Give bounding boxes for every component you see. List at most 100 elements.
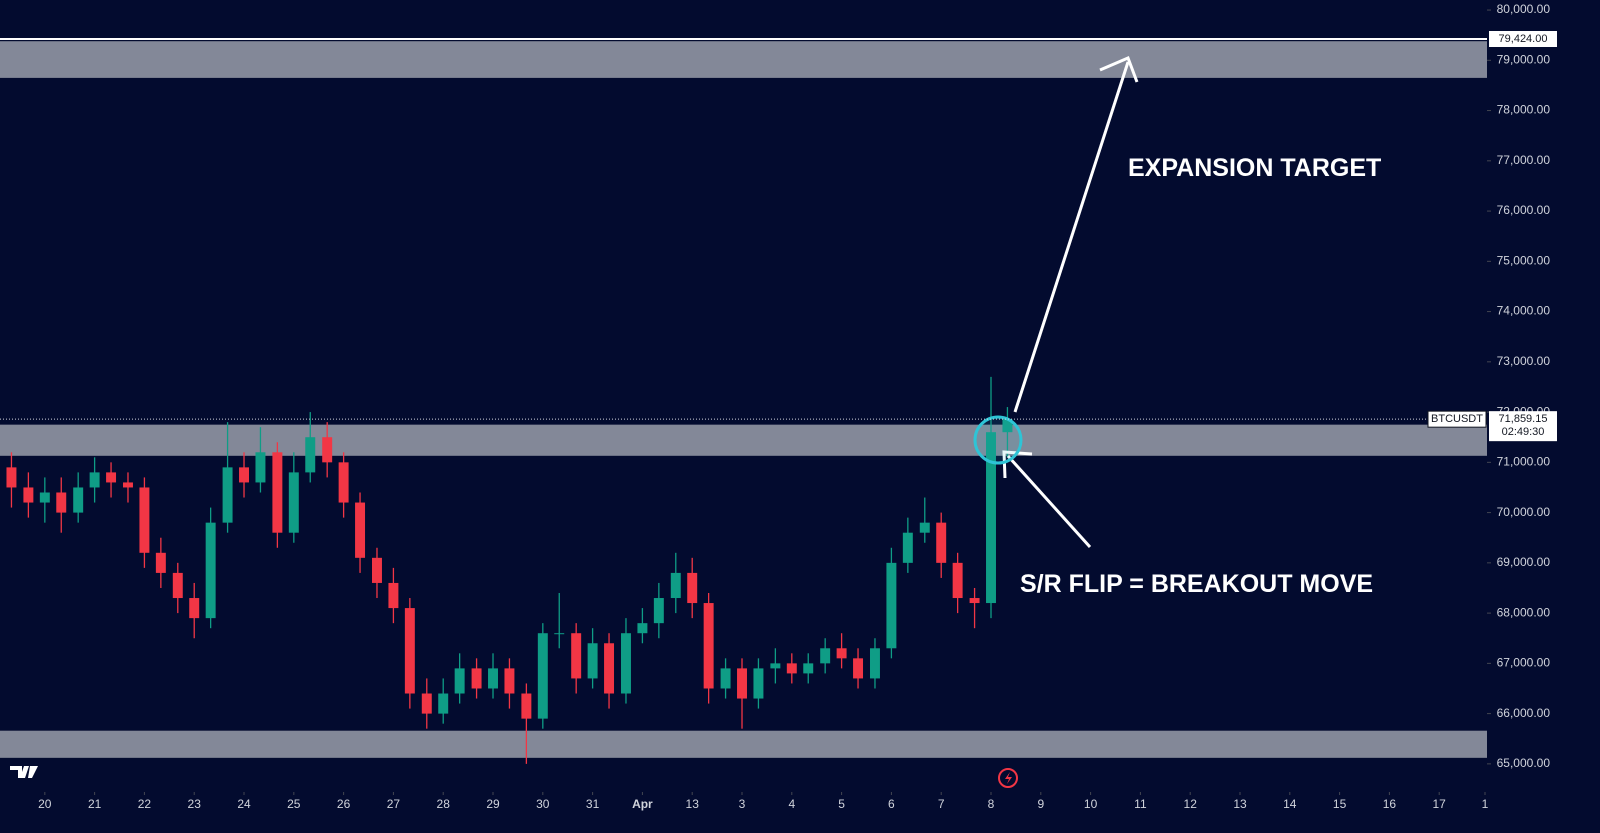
candle-body <box>637 623 648 634</box>
candle-body <box>902 532 913 563</box>
event-icon-bolt <box>1005 772 1012 784</box>
overlay: EXPANSION TARGET S/R FLIP = BREAKOUT MOV… <box>10 56 1534 811</box>
candle-body <box>720 668 731 689</box>
x-tick-label: Apr <box>632 797 653 811</box>
candle-body <box>737 668 747 699</box>
candle-body <box>1002 419 1013 433</box>
x-tick-label: 4 <box>788 797 795 811</box>
candle-body <box>239 467 249 483</box>
y-tick-label: 78,000.00 <box>1497 103 1551 117</box>
candle-body <box>438 693 449 714</box>
candle-body <box>56 492 67 513</box>
candle-body <box>786 663 797 674</box>
x-tick-label: 29 <box>486 797 500 811</box>
candle-body <box>388 582 399 609</box>
y-tick-label: 67,000.00 <box>1497 656 1551 670</box>
x-tick-label: 17 <box>1433 797 1447 811</box>
arrow-head <box>1099 56 1139 83</box>
candle-body <box>255 452 266 483</box>
candle-body <box>620 633 631 694</box>
candle-body <box>803 663 814 674</box>
candle-body <box>587 643 598 679</box>
x-tick-label: 11 <box>1134 797 1147 811</box>
x-tick-label: 27 <box>387 797 401 811</box>
x-tick-label: 15 <box>1333 797 1347 811</box>
arrow-head <box>1002 450 1033 479</box>
highlight-circle <box>973 415 1023 465</box>
candle-body <box>454 668 465 694</box>
y-tick-label: 73,000.00 <box>1497 354 1551 368</box>
x-tick-label: 6 <box>888 797 895 811</box>
candle-body <box>6 467 17 488</box>
candle-body <box>288 472 299 533</box>
x-tick-label: 20 <box>38 797 52 811</box>
price-label-box <box>1489 30 1557 47</box>
y-tick-label: 75,000.00 <box>1497 253 1551 267</box>
x-tick-label: 13 <box>686 797 700 811</box>
last-price-box <box>1489 411 1557 442</box>
price-label: 79,424.00 <box>1499 33 1548 45</box>
y-tick-label: 77,000.00 <box>1497 153 1551 167</box>
y-tick-label: 70,000.00 <box>1497 505 1551 519</box>
candle-body <box>39 492 50 503</box>
candle-body <box>123 482 133 488</box>
x-tick-label: 7 <box>938 797 945 811</box>
x-tick-label: 16 <box>1383 797 1397 811</box>
x-tick-label: 31 <box>586 797 600 811</box>
y-tick-label: 80,000.00 <box>1497 2 1551 16</box>
candle-body <box>338 462 349 503</box>
y-tick-label: 79,000.00 <box>1497 52 1551 66</box>
x-tick-label: 21 <box>88 797 102 811</box>
candle-body <box>521 693 532 719</box>
x-tick-label: 25 <box>287 797 301 811</box>
x-tick-label: 12 <box>1184 797 1198 811</box>
candle-body <box>155 552 166 573</box>
candle-body <box>488 668 498 689</box>
x-tick-label: 9 <box>1037 797 1044 811</box>
last-price-label: 71,859.15 <box>1499 413 1548 425</box>
candle-body <box>272 452 283 533</box>
zones <box>0 41 1487 758</box>
candle-body <box>504 668 515 694</box>
x-tick-label: 8 <box>988 797 995 811</box>
candle-body <box>770 663 781 669</box>
y-tick-label: 71,000.00 <box>1497 455 1551 469</box>
candle-body <box>23 487 34 503</box>
candle-body <box>869 648 880 679</box>
y-tick-label: 68,000.00 <box>1497 605 1551 619</box>
candle-body <box>404 608 415 694</box>
candle-body <box>986 432 996 604</box>
candle-body <box>205 522 216 619</box>
candle-body <box>537 633 548 719</box>
candle-body <box>853 658 864 679</box>
candle-body <box>936 522 947 563</box>
x-tick-label: 24 <box>237 797 251 811</box>
candle-body <box>919 522 930 533</box>
x-tick-label: 22 <box>138 797 152 811</box>
x-tick-label: 13 <box>1233 797 1247 811</box>
annotation: EXPANSION TARGET <box>1128 154 1381 182</box>
candle-body <box>604 643 615 694</box>
x-tick-label: 23 <box>188 797 202 811</box>
candle-body <box>969 598 980 604</box>
y-tick-label: 69,000.00 <box>1497 555 1551 569</box>
candle-body <box>653 598 664 624</box>
x-tick-label: 28 <box>437 797 451 811</box>
sr-zone <box>0 730 1487 758</box>
y-tick-label: 76,000.00 <box>1497 203 1551 217</box>
candle-body <box>753 668 764 699</box>
candle-body <box>189 598 200 619</box>
sr-zone <box>0 424 1487 456</box>
candle-body <box>703 603 714 689</box>
x-tick-label: 10 <box>1084 797 1098 811</box>
candle-body <box>322 437 333 463</box>
candle-body <box>371 557 382 583</box>
x-tick-label: 30 <box>536 797 550 811</box>
logo <box>10 766 38 778</box>
candle-body <box>886 562 897 649</box>
candle-body <box>73 487 84 513</box>
x-tick-label: 3 <box>739 797 746 811</box>
